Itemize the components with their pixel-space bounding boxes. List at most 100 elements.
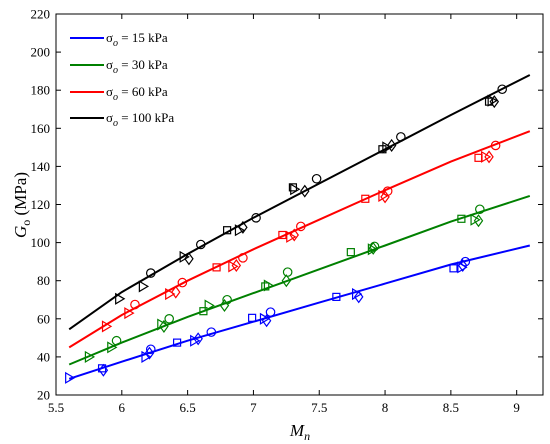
data-point-square bbox=[199, 307, 208, 316]
data-point-triangle-right bbox=[480, 150, 492, 163]
data-point-triangle-right bbox=[259, 312, 271, 325]
data-point-triangle-right bbox=[157, 318, 168, 331]
legend-entry-60kpa: σo = 60 kPa bbox=[70, 84, 168, 103]
x-tick-label: 8 bbox=[382, 400, 389, 415]
fit-line-15kpa bbox=[68, 244, 531, 380]
data-point-triangle-right bbox=[84, 350, 96, 363]
data-point-triangle-right bbox=[115, 292, 126, 305]
data-point-circle bbox=[311, 173, 322, 184]
y-tick-label: 20 bbox=[37, 388, 50, 403]
y-tick-label: 60 bbox=[37, 311, 50, 326]
data-point-circle bbox=[130, 299, 140, 310]
data-point-circle bbox=[145, 344, 156, 355]
data-point-square bbox=[212, 263, 221, 272]
data-point-circle bbox=[238, 253, 248, 263]
x-tick-label: 6.5 bbox=[179, 400, 195, 415]
fit-line-30kpa bbox=[68, 194, 531, 366]
data-point-triangle-right bbox=[165, 287, 176, 301]
data-point-diamond bbox=[353, 290, 364, 304]
data-point-triangle-right bbox=[138, 280, 150, 293]
data-point-circle bbox=[145, 268, 156, 278]
legend-label-30kpa: σo = 30 kPa bbox=[106, 57, 168, 76]
fit-line-100kpa bbox=[68, 74, 531, 331]
data-point-diamond bbox=[238, 220, 248, 234]
legend-label-15kpa: σo = 15 kPa bbox=[106, 30, 168, 49]
axes-layer: 5.5 6 6.5 7 7.5 8 8.5 9 20 40 60 80 100 120 140 160 180 2… bbox=[31, 7, 543, 415]
data-point-square bbox=[172, 338, 182, 347]
data-point-diamond bbox=[184, 252, 194, 266]
legend-label-60kpa: σo = 60 kPa bbox=[106, 84, 168, 103]
data-point-diamond bbox=[457, 258, 468, 272]
y-tick-label: 140 bbox=[31, 159, 51, 174]
data-point-circle bbox=[111, 335, 122, 346]
data-point-triangle-right bbox=[65, 371, 76, 384]
x-tick-label: 7 bbox=[250, 400, 257, 415]
data-point-triangle-right bbox=[351, 287, 363, 301]
data-point-square bbox=[223, 226, 232, 235]
data-point-square bbox=[474, 153, 483, 162]
data-point-diamond bbox=[386, 138, 397, 152]
y-tick-label: 120 bbox=[31, 197, 51, 212]
data-layer bbox=[65, 74, 531, 384]
data-point-diamond bbox=[281, 274, 292, 288]
data-point-square bbox=[449, 264, 458, 273]
data-point-triangle-right bbox=[263, 279, 275, 292]
x-tick-label: 9 bbox=[513, 400, 520, 415]
data-point-diamond bbox=[289, 228, 299, 242]
data-point-circle bbox=[251, 213, 261, 223]
data-point-square bbox=[332, 292, 341, 301]
data-point-circle bbox=[177, 277, 188, 288]
y-tick-label: 160 bbox=[31, 121, 51, 136]
data-point-triangle-right bbox=[179, 250, 190, 263]
legend: σo = 15 kPa σo = 30 kPa σo = 60 kPa σo =… bbox=[70, 30, 174, 129]
y-tick-label: 40 bbox=[37, 349, 50, 364]
data-point-circle bbox=[497, 84, 507, 95]
data-point-diamond bbox=[484, 150, 494, 164]
data-point-circle bbox=[195, 239, 206, 250]
x-tick-label: 6 bbox=[119, 400, 126, 415]
x-tick-label: 8.5 bbox=[443, 400, 459, 415]
data-point-triangle-right bbox=[101, 320, 113, 333]
data-point-diamond bbox=[193, 332, 203, 346]
data-point-circle bbox=[490, 140, 501, 151]
legend-entry-30kpa: σo = 30 kPa bbox=[70, 57, 168, 76]
data-point-diamond bbox=[171, 285, 181, 299]
series-30kpa bbox=[68, 194, 531, 366]
data-point-circle bbox=[369, 241, 380, 252]
y-tick-label: 180 bbox=[31, 83, 51, 98]
data-point-square bbox=[248, 313, 257, 322]
data-point-circle bbox=[296, 221, 306, 232]
data-point-circle bbox=[282, 267, 293, 277]
data-point-square bbox=[361, 194, 370, 203]
data-point-diamond bbox=[231, 258, 242, 272]
data-point-circle bbox=[206, 327, 217, 337]
data-point-circle bbox=[222, 294, 232, 305]
data-point-diamond bbox=[473, 214, 484, 228]
data-point-circle bbox=[460, 256, 471, 267]
data-point-square bbox=[346, 248, 355, 257]
x-axis-label: Mn bbox=[289, 421, 310, 443]
data-point-triangle-right bbox=[382, 141, 393, 154]
data-point-diamond bbox=[98, 363, 109, 377]
data-point-diamond bbox=[489, 95, 500, 109]
series-15kpa bbox=[65, 244, 531, 384]
data-point-circle bbox=[396, 132, 406, 142]
legend-entry-100kpa: σo = 100 kPa bbox=[70, 110, 174, 129]
data-point-triangle-right bbox=[107, 341, 118, 354]
data-point-triangle-right bbox=[124, 307, 135, 320]
legend-label-100kpa: σo = 100 kPa bbox=[106, 110, 174, 129]
data-point-triangle-right bbox=[204, 299, 215, 312]
data-point-square bbox=[457, 214, 466, 223]
data-point-diamond bbox=[159, 319, 169, 333]
series-60kpa bbox=[68, 130, 531, 349]
legend-entry-15kpa: σo = 15 kPa bbox=[70, 30, 168, 49]
data-point-circle bbox=[475, 204, 485, 215]
data-point-triangle-right bbox=[367, 243, 379, 256]
y-tick-label: 220 bbox=[31, 7, 51, 22]
x-tick-label: 7.5 bbox=[311, 400, 327, 415]
y-tick-label: 80 bbox=[37, 273, 50, 288]
y-axis-label: Go (MPa) bbox=[11, 172, 33, 238]
y-tick-label: 100 bbox=[31, 235, 51, 250]
data-point-circle bbox=[164, 313, 174, 324]
data-point-circle bbox=[265, 307, 276, 317]
